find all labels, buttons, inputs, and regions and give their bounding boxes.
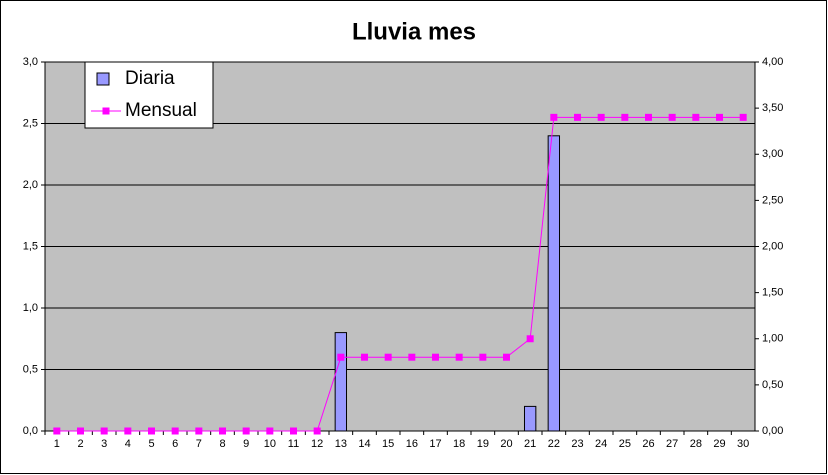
- x-tick-label: 27: [666, 438, 678, 450]
- line-marker: [242, 427, 250, 435]
- legend-label: Mensual: [125, 100, 197, 121]
- x-tick-label: 17: [429, 438, 441, 450]
- line-marker: [526, 335, 534, 343]
- x-tick-label: 13: [335, 438, 347, 450]
- bar: [547, 135, 561, 432]
- x-tick-label: 12: [311, 438, 323, 450]
- line-marker: [148, 427, 155, 435]
- line-marker: [692, 113, 700, 121]
- y2-tick-label: 1,50: [762, 287, 783, 299]
- line-marker: [100, 427, 108, 435]
- x-tick-label: 7: [196, 438, 202, 450]
- line-marker: [597, 113, 605, 121]
- line-marker: [574, 113, 581, 121]
- y2-tick-label: 4,00: [762, 56, 783, 68]
- bar: [523, 405, 537, 432]
- line-marker: [171, 427, 179, 435]
- x-tick-label: 1: [54, 438, 60, 450]
- legend-label: Diaria: [125, 68, 175, 89]
- line-marker: [408, 353, 416, 361]
- line-marker: [432, 353, 439, 361]
- line-marker: [361, 353, 368, 361]
- line-marker: [621, 113, 629, 121]
- x-tick-label: 16: [406, 438, 418, 450]
- x-tick-label: 22: [548, 438, 560, 450]
- line-marker: [124, 427, 132, 435]
- x-tick-label: 10: [264, 438, 276, 450]
- line-marker: [645, 113, 652, 121]
- y2-tick-label: 2,00: [762, 240, 783, 252]
- x-tick-label: 14: [358, 438, 370, 450]
- y-tick-label: 0,5: [23, 363, 38, 375]
- legend-marker: [102, 107, 110, 115]
- y-tick-label: 0,0: [23, 425, 38, 437]
- line-marker: [739, 113, 747, 121]
- line-marker: [668, 113, 676, 121]
- y2-tick-label: 3,00: [762, 148, 783, 160]
- x-tick-label: 4: [125, 438, 131, 450]
- x-tick-label: 6: [172, 438, 178, 450]
- x-tick-label: 25: [619, 438, 631, 450]
- y-tick-label: 3,0: [23, 56, 38, 68]
- x-tick-label: 3: [101, 438, 107, 450]
- x-tick-label: 30: [737, 438, 749, 450]
- y2-tick-label: 0,50: [762, 379, 783, 391]
- line-marker: [77, 427, 84, 435]
- line: [56, 116, 744, 432]
- x-tick-label: 26: [642, 438, 654, 450]
- line-marker: [313, 427, 321, 435]
- x-tick-label: 24: [595, 438, 607, 450]
- line-marker: [195, 427, 203, 435]
- x-tick-label: 9: [243, 438, 249, 450]
- y-tick-label: 1,0: [23, 302, 38, 314]
- line-marker: [337, 353, 345, 361]
- y2-tick-label: 1,00: [762, 333, 783, 345]
- line-marker: [503, 353, 510, 361]
- x-tick-label: 8: [219, 438, 225, 450]
- x-tick-label: 29: [713, 438, 725, 450]
- line-marker: [455, 353, 463, 361]
- x-tick-label: 11: [288, 438, 299, 450]
- line-marker: [219, 427, 226, 435]
- x-tick-label: 20: [500, 438, 512, 450]
- line-marker: [550, 113, 558, 121]
- x-tick-label: 5: [148, 438, 154, 450]
- y2-tick-label: 0,00: [762, 425, 783, 437]
- legend-swatch: [96, 72, 110, 86]
- line-marker: [266, 427, 274, 435]
- line-marker: [716, 113, 723, 121]
- chart-title: Lluvia mes: [352, 18, 476, 45]
- line-marker: [53, 427, 61, 435]
- x-tick-label: 23: [571, 438, 583, 450]
- x-tick-label: 21: [524, 438, 536, 450]
- x-tick-label: 18: [453, 438, 465, 450]
- x-tick-label: 2: [77, 438, 83, 450]
- x-tick-label: 28: [690, 438, 702, 450]
- y-tick-label: 2,0: [23, 179, 38, 191]
- y-tick-label: 2,5: [23, 117, 38, 129]
- y-tick-label: 1,5: [23, 240, 38, 252]
- x-tick-label: 15: [382, 438, 394, 450]
- bar: [334, 332, 348, 432]
- line-marker: [384, 353, 392, 361]
- x-tick-label: 19: [477, 438, 489, 450]
- line-marker: [290, 427, 297, 435]
- line-marker: [479, 353, 487, 361]
- y2-tick-label: 2,50: [762, 194, 783, 206]
- y2-tick-label: 3,50: [762, 102, 783, 114]
